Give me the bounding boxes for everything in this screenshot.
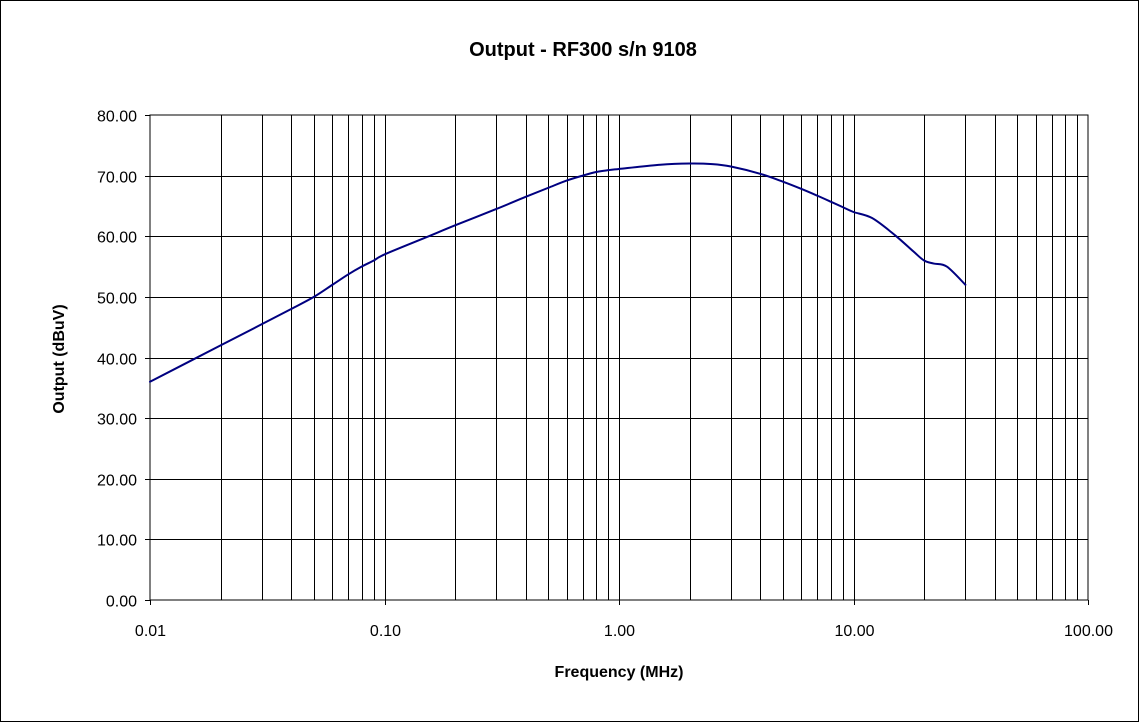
y-tick-labels: 0.00 10.00 20.00 30.00 40.00 50.00 60.00 70.00 8… [97, 109, 137, 611]
y-tick-label: 0.00 [106, 594, 137, 611]
y-tick-label: 50.00 [97, 291, 137, 308]
y-tick-label: 60.00 [97, 230, 137, 247]
x-axis-title: Frequency (MHz) [555, 664, 684, 681]
y-tick-label: 70.00 [97, 170, 137, 187]
x-tick-labels: 0.01 0.10 1.00 10.00 100.00 [135, 623, 1113, 640]
series-layer [149, 162, 967, 383]
y-tick-label: 30.00 [97, 412, 137, 429]
y-tick-label: 10.00 [97, 533, 137, 550]
x-tick-label: 10.00 [834, 623, 874, 640]
y-tick-label: 80.00 [97, 109, 137, 126]
chart-title: Output - RF300 s/n 9108 [469, 39, 697, 61]
grid-lines [150, 115, 1088, 600]
axis-ticks [145, 115, 1089, 605]
x-tick-label: 0.10 [370, 623, 401, 640]
y-tick-label: 40.00 [97, 352, 137, 369]
series-line [149, 162, 967, 383]
x-tick-label: 0.01 [135, 623, 166, 640]
y-tick-label: 20.00 [97, 473, 137, 490]
y-axis-title: Output (dBuV) [51, 304, 68, 413]
x-tick-label: 100.00 [1064, 623, 1113, 640]
x-tick-label: 1.00 [604, 623, 635, 640]
